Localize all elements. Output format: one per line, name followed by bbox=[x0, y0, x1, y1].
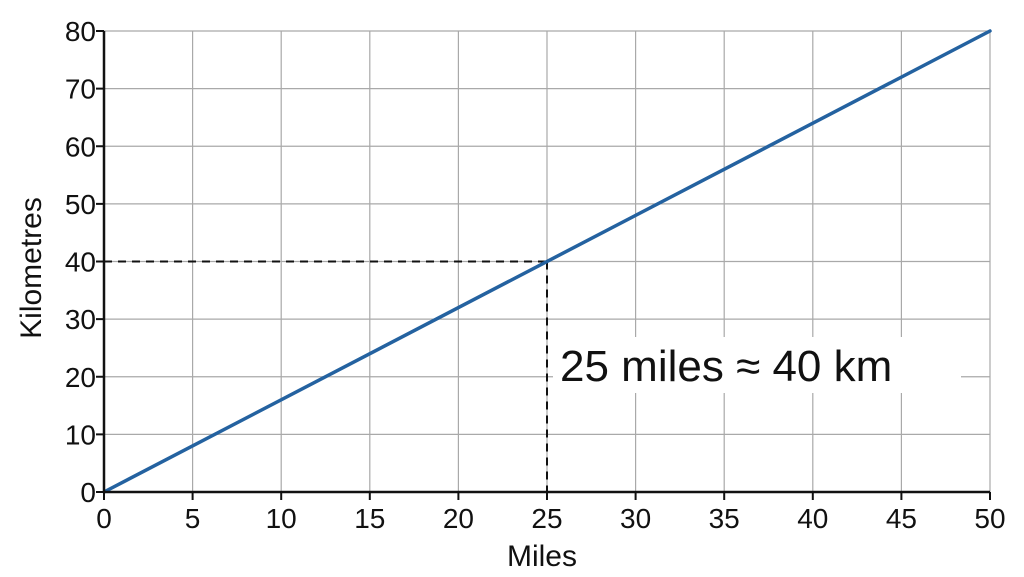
x-tick-label: 35 bbox=[709, 503, 740, 534]
x-tick-label: 15 bbox=[354, 503, 385, 534]
x-tick-label: 40 bbox=[797, 503, 828, 534]
y-tick-label: 20 bbox=[65, 362, 96, 393]
x-tick-label: 30 bbox=[620, 503, 651, 534]
y-tick-label: 60 bbox=[65, 131, 96, 162]
series-layer bbox=[102, 29, 992, 494]
x-axis-label: Miles bbox=[507, 540, 577, 572]
y-tick-label: 10 bbox=[65, 419, 96, 450]
annotation-background bbox=[553, 337, 961, 393]
y-tick-label: 50 bbox=[65, 189, 96, 220]
reference-lines bbox=[104, 260, 548, 492]
y-tick-label: 40 bbox=[65, 247, 96, 278]
x-tick-label: 25 bbox=[531, 503, 562, 534]
x-tick-label: 45 bbox=[886, 503, 917, 534]
x-tick-label: 5 bbox=[185, 503, 201, 534]
y-tick-label: 0 bbox=[80, 477, 96, 508]
x-tick-label: 50 bbox=[974, 503, 1005, 534]
x-tick-label: 20 bbox=[443, 503, 474, 534]
x-tick-label: 10 bbox=[266, 503, 297, 534]
y-axis-label: Kilometres bbox=[15, 197, 48, 339]
y-tick-label: 70 bbox=[65, 74, 96, 105]
axes bbox=[96, 30, 991, 500]
series-line bbox=[102, 29, 992, 494]
y-tick-label: 30 bbox=[65, 304, 96, 335]
tick-labels: 0 5 10 15 20 25 30 35 40 45 50 0 10 20 30 40 50 60 70 80 bbox=[65, 16, 1006, 534]
y-tick-label: 80 bbox=[65, 16, 96, 47]
x-tick-label: 0 bbox=[96, 503, 112, 534]
annotation-text: 25 miles ≈ 40 km bbox=[560, 342, 892, 391]
